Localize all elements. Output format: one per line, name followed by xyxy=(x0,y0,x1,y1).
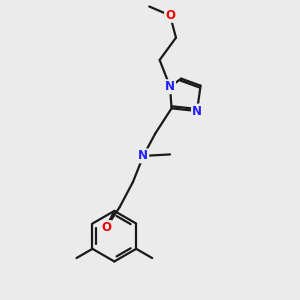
Text: O: O xyxy=(101,221,111,234)
Text: N: N xyxy=(165,80,175,93)
Text: N: N xyxy=(192,104,202,118)
Text: O: O xyxy=(165,9,175,22)
Text: N: N xyxy=(138,149,148,162)
